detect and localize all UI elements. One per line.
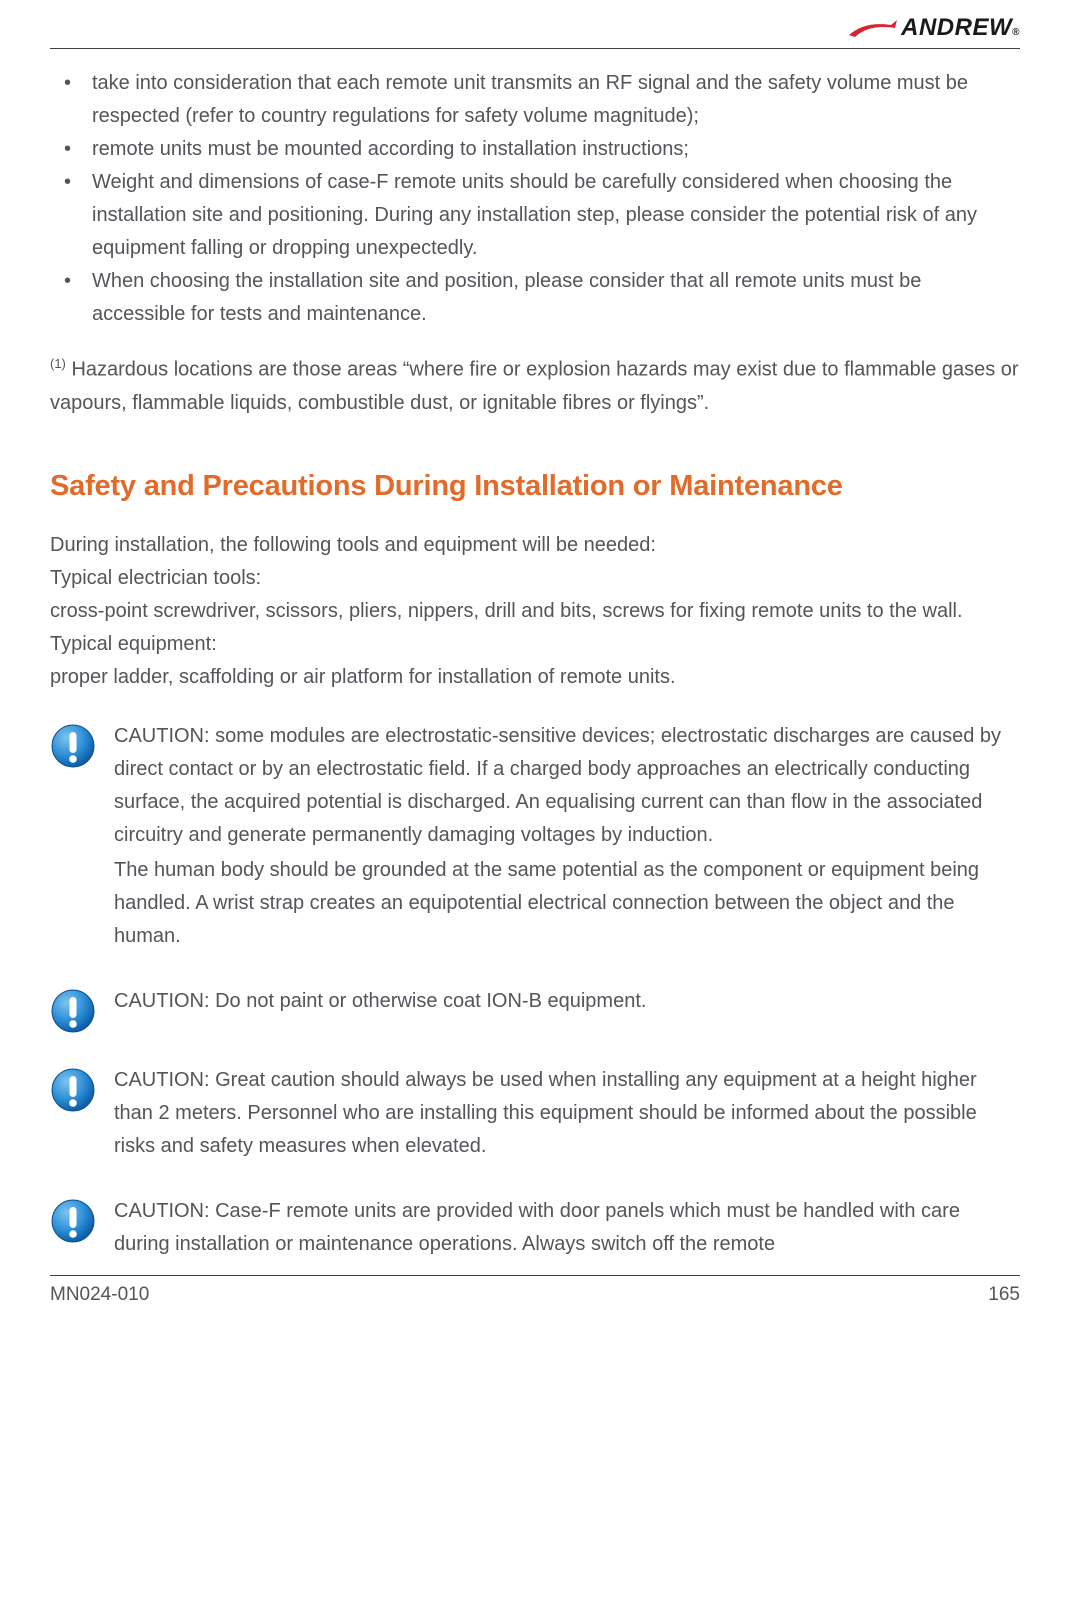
list-item: take into consideration that each remote… bbox=[50, 67, 1020, 133]
intro-line: cross-point screwdriver, scissors, plier… bbox=[50, 595, 1020, 628]
caution-icon bbox=[50, 988, 96, 1034]
caution-paragraph: The human body should be grounded at the… bbox=[114, 854, 1020, 953]
caution-block: CAUTION: Great caution should always be … bbox=[50, 1064, 1020, 1165]
intro-line: During installation, the following tools… bbox=[50, 529, 1020, 562]
logo-text: ANDREW® bbox=[901, 14, 1020, 42]
caution-block: CAUTION: Do not paint or otherwise coat … bbox=[50, 985, 1020, 1034]
caution-block: CAUTION: Case-F remote units are provide… bbox=[50, 1195, 1020, 1263]
caution-icon bbox=[50, 1198, 96, 1244]
caution-paragraph: CAUTION: Case-F remote units are provide… bbox=[114, 1195, 1020, 1261]
footer-page-number: 165 bbox=[988, 1284, 1020, 1306]
logo-swoosh-icon bbox=[847, 15, 907, 41]
page-header: ANDREW® bbox=[50, 14, 1020, 49]
footnote-marker: (1) bbox=[50, 356, 66, 371]
caution-text: CAUTION: Great caution should always be … bbox=[114, 1064, 1020, 1165]
intro-line: proper ladder, scaffolding or air platfo… bbox=[50, 661, 1020, 694]
page-footer: MN024-010 165 bbox=[50, 1275, 1020, 1306]
list-item: Weight and dimensions of case-F remote u… bbox=[50, 166, 1020, 265]
bullet-list: take into consideration that each remote… bbox=[50, 67, 1020, 331]
footnote-text: Hazardous locations are those areas “whe… bbox=[50, 359, 1019, 414]
list-item: remote units must be mounted according t… bbox=[50, 133, 1020, 166]
brand-logo: ANDREW® bbox=[847, 14, 1020, 42]
caution-icon bbox=[50, 723, 96, 769]
list-item: When choosing the installation site and … bbox=[50, 265, 1020, 331]
caution-text: CAUTION: Do not paint or otherwise coat … bbox=[114, 985, 1020, 1020]
intro-paragraph: During installation, the following tools… bbox=[50, 529, 1020, 694]
footnote: (1) Hazardous locations are those areas … bbox=[50, 353, 1020, 420]
section-heading: Safety and Precautions During Installati… bbox=[50, 470, 1020, 503]
caution-icon bbox=[50, 1067, 96, 1113]
intro-line: Typical equipment: bbox=[50, 628, 1020, 661]
caution-paragraph: CAUTION: Great caution should always be … bbox=[114, 1064, 1020, 1163]
caution-block: CAUTION: some modules are electrostatic-… bbox=[50, 720, 1020, 955]
caution-paragraph: CAUTION: Do not paint or otherwise coat … bbox=[114, 985, 1020, 1018]
footer-doc-id: MN024-010 bbox=[50, 1284, 149, 1306]
caution-text: CAUTION: some modules are electrostatic-… bbox=[114, 720, 1020, 955]
caution-text: CAUTION: Case-F remote units are provide… bbox=[114, 1195, 1020, 1263]
caution-paragraph: CAUTION: some modules are electrostatic-… bbox=[114, 720, 1020, 852]
intro-line: Typical electrician tools: bbox=[50, 562, 1020, 595]
